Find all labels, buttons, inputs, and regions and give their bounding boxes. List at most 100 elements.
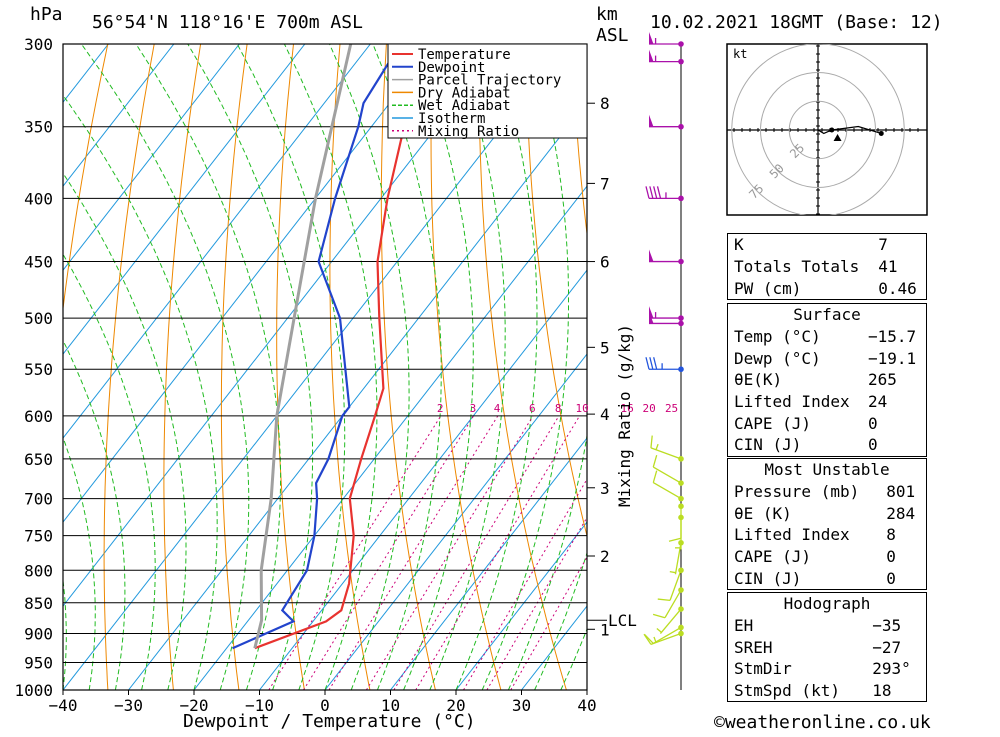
plot-frame	[63, 44, 587, 690]
surface-index-value: 0	[864, 434, 927, 456]
most-unstable-index-row: Pressure (mb)801	[728, 481, 927, 503]
wind-barb-pennant	[649, 250, 653, 262]
most-unstable-index-row: CAPE (J)0	[728, 546, 927, 568]
dry-adiabat	[330, 44, 370, 690]
most-unstable-index-value: 801	[882, 481, 926, 503]
wind-barb-feather	[651, 436, 652, 448]
height-tick-label: 8	[600, 94, 610, 113]
surface-index-row: CIN (J)0	[728, 434, 927, 456]
mixing-ratio-axis-title: Mixing Ratio (g/kg)	[615, 324, 634, 507]
hodograph-point	[829, 128, 834, 133]
surface-index-value: 0	[864, 412, 927, 434]
hodograph-index-row: SREH−27	[728, 636, 927, 658]
most-unstable-index-label: Lifted Index	[728, 524, 883, 546]
hodograph-unit-label: kt	[733, 47, 747, 61]
mixing-ratio-label: 3	[470, 402, 477, 415]
wet-adiabat	[404, 44, 474, 690]
pressure-tick-label: 750	[24, 527, 53, 546]
wind-barb	[653, 587, 684, 618]
general-index-value: 41	[874, 256, 926, 278]
surface-index-row: Dewp (°C)−19.1	[728, 347, 927, 369]
copyright-link[interactable]: ©weatheronline.co.uk	[714, 712, 931, 733]
wind-barb-feather	[650, 186, 653, 198]
most-unstable-title: Most Unstable	[728, 459, 927, 481]
pressure-tick-label: 450	[24, 253, 53, 272]
pressure-tick-label: 1000	[14, 681, 53, 700]
surface-index-value: 24	[864, 391, 927, 413]
wind-barb-feather	[654, 357, 657, 369]
hodograph-point	[879, 131, 884, 136]
general-index-row: PW (cm)0.46	[728, 277, 927, 299]
wind-barb	[649, 32, 684, 47]
most-unstable-index-value: 284	[882, 502, 926, 524]
wind-barb-pennant	[649, 32, 653, 44]
isotherm-line	[260, 44, 764, 690]
wind-barb	[649, 250, 684, 265]
surface-index-value: −19.1	[864, 347, 927, 369]
most-unstable-index-row: θE (K)284	[728, 502, 927, 524]
height-unit-label-asl: ASL	[596, 25, 629, 46]
isotherm-line	[0, 44, 108, 690]
wind-barb-pennant	[649, 115, 653, 127]
mixing-ratio-label: 10	[576, 402, 589, 415]
wind-barb-column	[644, 32, 684, 690]
mixing-ratio-label: 4	[494, 402, 501, 415]
wet-adiabat	[482, 44, 568, 690]
hodograph-index-label: SREH	[728, 636, 869, 658]
mixing-ratio-label: 6	[529, 402, 536, 415]
hodograph-index-value: −27	[868, 636, 926, 658]
height-unit-label: km	[596, 4, 618, 25]
most-unstable-index-label: θE (K)	[728, 502, 883, 524]
wind-barb-halffeather	[654, 637, 656, 643]
wet-adiabat	[136, 44, 281, 690]
general-index-label: K	[728, 234, 875, 256]
mixing-ratio-label: 20	[642, 402, 655, 415]
dry-adiabat	[164, 44, 201, 690]
height-tick-label: 7	[600, 174, 610, 193]
wind-barb-feather	[653, 614, 665, 617]
wet-adiabat	[456, 44, 537, 690]
general-index-value: 0.46	[874, 277, 926, 299]
hodograph-index-value: −35	[868, 615, 926, 637]
hodograph-index-value: 18	[868, 680, 926, 702]
hodograph-index-label: StmDir	[728, 658, 869, 680]
pressure-tick-label: 600	[24, 407, 53, 426]
height-tick-label: 2	[600, 547, 610, 566]
mixing-ratio-label: 2	[437, 402, 444, 415]
most-unstable-index-label: Pressure (mb)	[728, 481, 883, 503]
pressure-tick-label: 850	[24, 594, 53, 613]
pressure-tick-label: 350	[24, 118, 53, 137]
surface-title: Surface	[728, 304, 927, 326]
wind-barb	[646, 357, 684, 372]
pressure-tick-label: 550	[24, 360, 53, 379]
location-title: 56°54'N 118°16'E 700m ASL	[92, 12, 363, 33]
mixing-ratio-line	[269, 416, 441, 690]
wind-barb-dot	[678, 480, 684, 486]
wind-barb-feather	[650, 357, 653, 369]
wind-barb-feather	[646, 357, 649, 369]
hodograph-index-label: StmSpd (kt)	[728, 680, 869, 702]
pressure-isobars	[63, 44, 587, 690]
height-tick-label: 4	[600, 405, 610, 424]
wind-barb	[649, 50, 684, 65]
mixing-ratio-label: 25	[665, 402, 678, 415]
height-tick-label: 5	[600, 338, 610, 357]
wind-barb-feather	[646, 186, 649, 198]
wind-barb-halffeather	[670, 572, 676, 573]
wet-adiabat	[81, 44, 248, 690]
pressure-tick-label: 650	[24, 450, 53, 469]
pressure-tick-label: 500	[24, 309, 53, 328]
surface-index-row: Temp (°C)−15.7	[728, 326, 927, 348]
wind-barb-shaft	[665, 590, 681, 618]
most-unstable-index-label: CIN (J)	[728, 567, 883, 589]
isotherm-line	[63, 44, 567, 690]
pressure-tick-label: 800	[24, 561, 53, 580]
